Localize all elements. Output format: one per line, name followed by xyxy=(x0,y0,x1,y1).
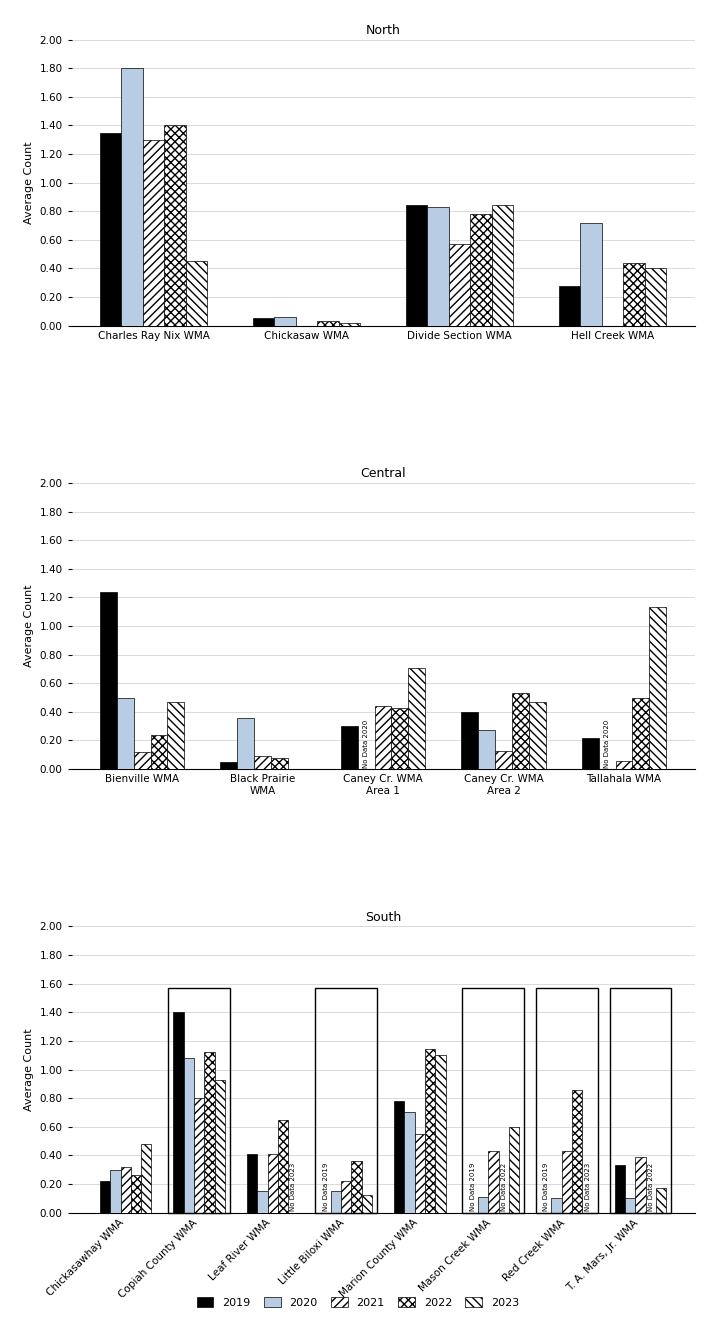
Bar xyxy=(562,1151,572,1213)
Bar xyxy=(435,1056,445,1213)
Bar xyxy=(581,223,602,326)
Bar xyxy=(478,730,495,770)
Bar xyxy=(572,1090,582,1213)
Bar xyxy=(237,717,254,770)
Bar xyxy=(615,1165,625,1213)
Y-axis label: Average Count: Average Count xyxy=(24,1028,34,1111)
Bar xyxy=(100,133,121,326)
Bar xyxy=(257,1191,268,1213)
Bar xyxy=(317,322,339,326)
Bar xyxy=(645,269,666,326)
Bar xyxy=(110,1169,120,1213)
Bar xyxy=(100,1181,110,1213)
Bar xyxy=(141,1144,151,1213)
Bar xyxy=(120,1166,131,1213)
Bar xyxy=(582,738,599,770)
Text: No Data 2023: No Data 2023 xyxy=(290,1162,296,1211)
Bar xyxy=(247,1155,257,1213)
Bar xyxy=(405,1112,415,1213)
Bar xyxy=(509,1127,519,1213)
Bar xyxy=(449,244,470,326)
Bar xyxy=(495,750,512,770)
Text: No Data 2022: No Data 2022 xyxy=(500,1162,507,1211)
Bar xyxy=(425,1049,435,1213)
Bar xyxy=(117,697,134,770)
Bar xyxy=(635,1157,646,1213)
Bar xyxy=(274,318,296,326)
Bar xyxy=(142,140,164,326)
Title: North: North xyxy=(366,24,400,37)
Y-axis label: Average Count: Average Count xyxy=(24,585,34,667)
Bar xyxy=(488,1151,498,1213)
Bar xyxy=(559,286,581,326)
Bar xyxy=(529,702,546,770)
Bar xyxy=(392,708,408,770)
Bar xyxy=(253,319,274,326)
Bar xyxy=(184,1058,194,1213)
Bar xyxy=(415,1133,425,1213)
Bar xyxy=(100,592,117,770)
Text: No Data 2019: No Data 2019 xyxy=(543,1162,549,1211)
Bar xyxy=(204,1052,215,1213)
Bar xyxy=(215,1079,225,1213)
Bar xyxy=(374,706,392,770)
Bar xyxy=(121,69,142,326)
Text: No Data 2023: No Data 2023 xyxy=(584,1162,591,1211)
Bar xyxy=(352,1161,362,1213)
Text: No Data 2019: No Data 2019 xyxy=(323,1162,329,1211)
Bar xyxy=(656,1189,666,1213)
Bar xyxy=(278,1119,288,1213)
Bar xyxy=(194,1098,204,1213)
Bar xyxy=(512,693,529,770)
Bar xyxy=(625,1198,635,1213)
Text: No Data 2022: No Data 2022 xyxy=(648,1162,654,1211)
Bar xyxy=(478,1197,488,1213)
Bar xyxy=(271,758,288,770)
Bar xyxy=(362,1195,372,1213)
Bar xyxy=(168,702,184,770)
Y-axis label: Average Count: Average Count xyxy=(24,141,34,224)
Text: No Data 2020: No Data 2020 xyxy=(363,720,369,767)
Bar xyxy=(632,697,649,770)
Bar xyxy=(406,206,427,326)
Bar xyxy=(427,207,449,326)
Bar xyxy=(254,757,271,770)
Text: No Data 2019: No Data 2019 xyxy=(470,1162,476,1211)
Bar xyxy=(649,608,666,770)
Bar xyxy=(339,323,360,326)
Bar xyxy=(131,1176,141,1213)
Title: Central: Central xyxy=(360,468,406,481)
Bar xyxy=(470,214,492,326)
Legend: 2019, 2020, 2021, 2022, 2023: 2019, 2020, 2021, 2022, 2023 xyxy=(193,1293,523,1313)
Bar xyxy=(150,734,168,770)
Bar xyxy=(221,762,237,770)
Bar xyxy=(616,760,632,770)
Bar xyxy=(331,1191,341,1213)
Text: No Data 2020: No Data 2020 xyxy=(604,720,610,767)
Bar xyxy=(134,753,150,770)
Bar xyxy=(394,1101,405,1213)
Bar xyxy=(341,1181,352,1213)
Bar xyxy=(624,262,645,326)
Bar xyxy=(268,1155,278,1213)
Bar xyxy=(492,206,513,326)
Bar xyxy=(461,712,478,770)
Title: South: South xyxy=(365,911,401,924)
Bar xyxy=(173,1012,184,1213)
Bar xyxy=(164,125,185,326)
Bar xyxy=(341,726,358,770)
Bar xyxy=(185,261,207,326)
Bar xyxy=(408,667,425,770)
Bar xyxy=(551,1198,562,1213)
